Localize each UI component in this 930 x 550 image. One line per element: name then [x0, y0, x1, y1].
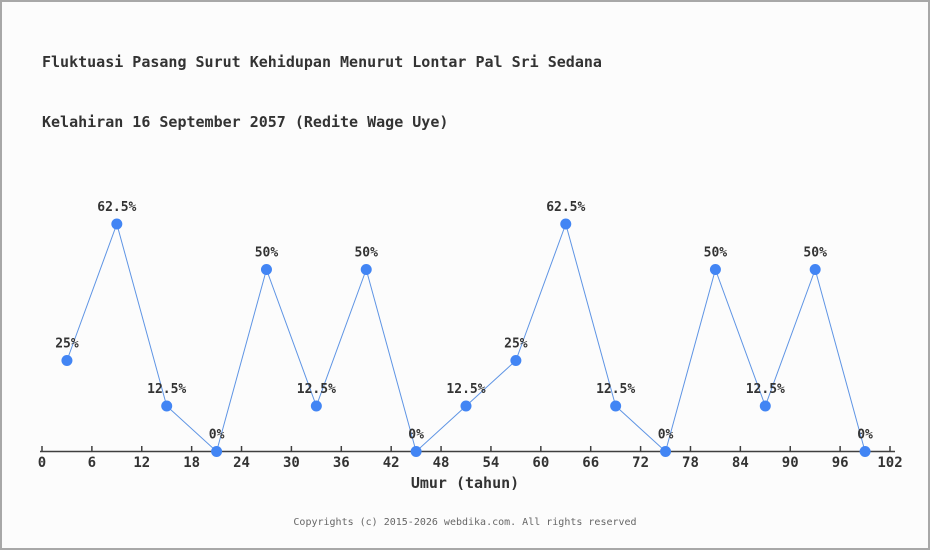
chart-title: Fluktuasi Pasang Surut Kehidupan Menurut… [42, 12, 602, 172]
x-tick-label: 72 [632, 455, 649, 471]
data-point [260, 264, 272, 275]
data-point-label: 50% [354, 246, 378, 261]
x-tick-label: 102 [877, 455, 902, 471]
x-tick-label: 30 [283, 455, 300, 471]
data-point-label: 25% [504, 337, 528, 352]
x-axis-label: Umur (tahun) [410, 474, 520, 492]
data-point-label: 12.5% [446, 382, 485, 397]
x-tick-label: 18 [183, 455, 200, 471]
data-point [211, 446, 223, 457]
data-point-label: 25% [55, 337, 79, 352]
x-tick-label: 6 [88, 455, 96, 471]
x-tick-label: 12 [133, 455, 150, 471]
x-tick-label: 60 [532, 455, 549, 471]
x-tick-label: 36 [333, 455, 350, 471]
data-point-label: 50% [803, 246, 827, 261]
data-point [360, 264, 372, 275]
x-tick-label: 48 [433, 455, 450, 471]
data-point-label: 62.5% [546, 200, 585, 215]
data-point-label: 0% [658, 428, 674, 443]
data-point [61, 355, 73, 366]
data-point-label: 12.5% [297, 382, 336, 397]
data-point-label: 0% [209, 428, 225, 443]
x-tick-label: 0 [38, 455, 46, 471]
chart-title-line1: Fluktuasi Pasang Surut Kehidupan Menurut… [42, 53, 602, 71]
data-point [859, 446, 871, 457]
data-point [510, 355, 522, 366]
data-point [460, 400, 472, 412]
data-point [610, 400, 622, 412]
chart-title-line2: Kelahiran 16 September 2057 (Redite Wage… [42, 113, 449, 131]
data-point [759, 400, 771, 412]
data-point-label: 0% [408, 428, 424, 443]
data-point [111, 218, 123, 230]
data-point [709, 264, 721, 275]
x-tick-label: 42 [383, 455, 400, 471]
data-point [660, 446, 672, 457]
data-point [161, 400, 173, 412]
x-tick-label: 66 [582, 455, 599, 471]
data-point-label: 50% [704, 246, 728, 261]
data-point [410, 446, 422, 457]
data-line [66, 222, 866, 453]
data-point-label: 12.5% [746, 382, 785, 397]
data-point-label: 12.5% [596, 382, 635, 397]
x-tick-label: 78 [682, 455, 699, 471]
data-point-label: 0% [857, 428, 873, 443]
data-point [809, 264, 821, 275]
data-point-label: 62.5% [97, 200, 136, 215]
data-point-label: 12.5% [147, 382, 186, 397]
data-point [560, 218, 572, 230]
x-tick-label: 24 [233, 455, 250, 471]
data-point [310, 400, 322, 412]
x-tick-label: 90 [782, 455, 799, 471]
x-tick-label: 54 [483, 455, 500, 471]
copyright-footer: Copyrights (c) 2015-2026 webdika.com. Al… [293, 517, 637, 528]
data-point-label: 50% [255, 246, 279, 261]
x-tick-label: 84 [732, 455, 749, 471]
x-tick-label: 96 [832, 455, 849, 471]
